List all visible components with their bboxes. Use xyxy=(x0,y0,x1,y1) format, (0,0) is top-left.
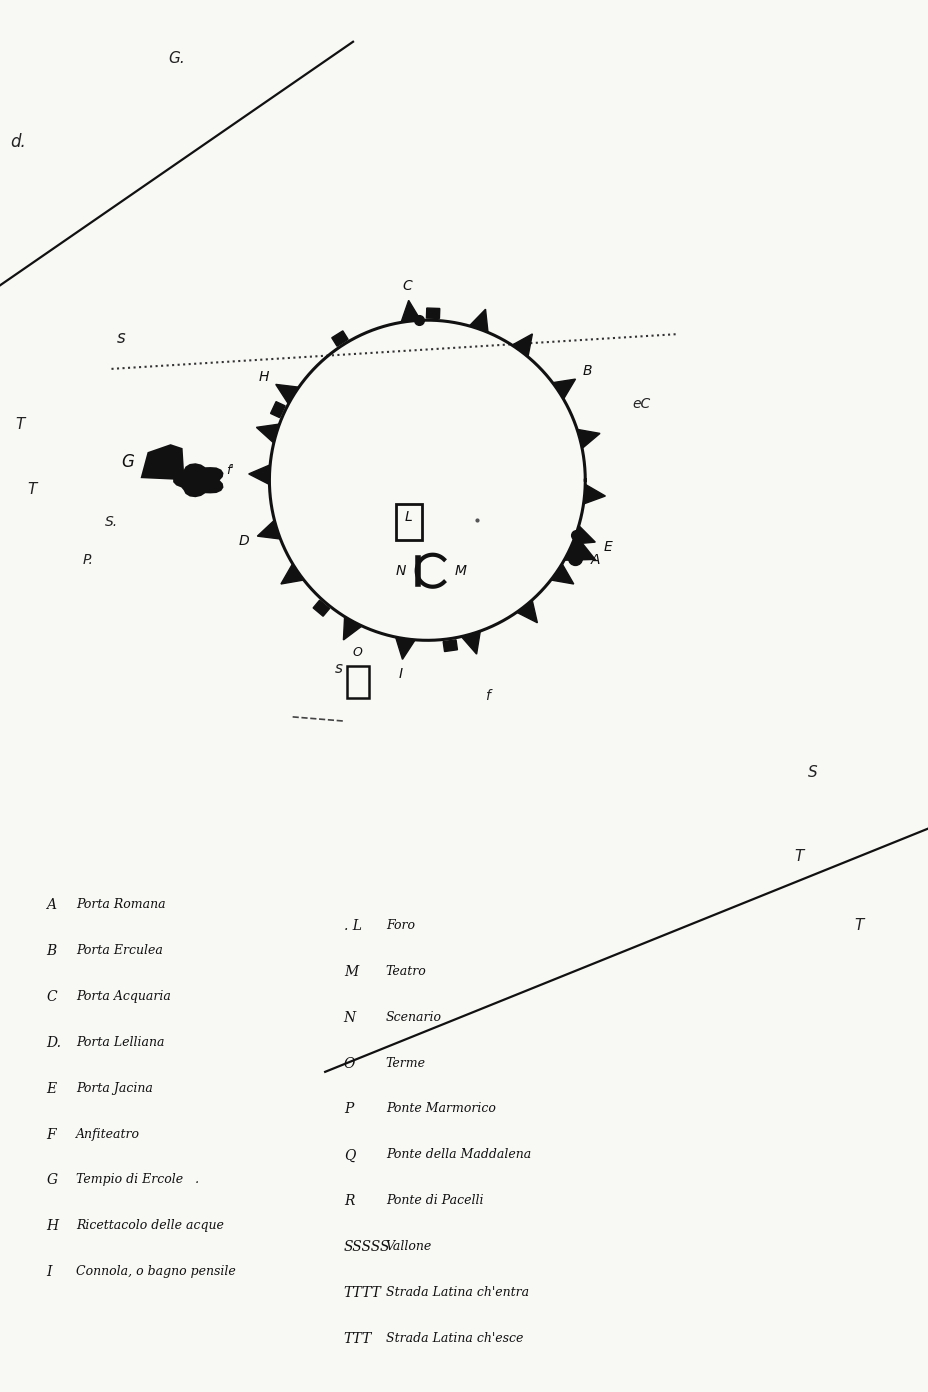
Text: G: G xyxy=(121,454,134,470)
Text: Scenario: Scenario xyxy=(385,1011,441,1023)
Text: P: P xyxy=(343,1102,353,1116)
Text: F: F xyxy=(46,1128,56,1141)
Text: N: N xyxy=(343,1011,355,1025)
Text: B: B xyxy=(46,944,57,958)
Bar xyxy=(395,504,421,540)
Text: TTTT: TTTT xyxy=(343,1286,381,1300)
Text: Strada Latina ch'esce: Strada Latina ch'esce xyxy=(385,1332,522,1345)
Text: N: N xyxy=(395,564,406,578)
Polygon shape xyxy=(249,465,269,484)
Text: S.: S. xyxy=(105,515,118,529)
Text: f: f xyxy=(484,689,490,703)
Polygon shape xyxy=(280,564,303,585)
Polygon shape xyxy=(395,638,415,660)
Text: Tempio di Ercole   .: Tempio di Ercole . xyxy=(76,1173,200,1186)
Text: Foro: Foro xyxy=(385,919,414,931)
Text: Anfiteatro: Anfiteatro xyxy=(76,1128,140,1140)
Text: L: L xyxy=(405,509,412,523)
Text: E: E xyxy=(46,1082,57,1096)
Polygon shape xyxy=(469,309,487,333)
Text: A: A xyxy=(46,898,57,912)
Text: Porta Acquaria: Porta Acquaria xyxy=(76,990,171,1002)
Polygon shape xyxy=(276,384,298,404)
Text: Q: Q xyxy=(343,1148,354,1162)
Text: O: O xyxy=(343,1057,354,1070)
Polygon shape xyxy=(583,484,605,504)
Text: . L: . L xyxy=(343,919,361,933)
Text: P.: P. xyxy=(83,553,94,567)
Text: E: E xyxy=(603,540,612,554)
Text: Vallone: Vallone xyxy=(385,1240,432,1253)
Polygon shape xyxy=(270,402,285,418)
Polygon shape xyxy=(461,632,480,654)
Text: Porta Erculea: Porta Erculea xyxy=(76,944,163,956)
Text: B: B xyxy=(582,365,591,379)
Polygon shape xyxy=(256,425,278,443)
Polygon shape xyxy=(511,334,532,356)
Text: T: T xyxy=(28,483,37,497)
Polygon shape xyxy=(443,640,457,651)
Text: Connola, o bagno pensile: Connola, o bagno pensile xyxy=(76,1265,236,1278)
Text: H: H xyxy=(259,370,269,384)
Text: S: S xyxy=(807,766,817,780)
Text: D.: D. xyxy=(46,1036,61,1050)
Text: D: D xyxy=(238,533,249,547)
Text: Terme: Terme xyxy=(385,1057,425,1069)
Text: Porta Lelliana: Porta Lelliana xyxy=(76,1036,165,1048)
Text: eC: eC xyxy=(631,397,650,411)
Text: Ponte Marmorico: Ponte Marmorico xyxy=(385,1102,495,1115)
Text: T: T xyxy=(854,919,863,933)
Polygon shape xyxy=(564,535,596,561)
Bar xyxy=(346,667,368,697)
Polygon shape xyxy=(576,429,599,448)
Text: Ponte di Pacelli: Ponte di Pacelli xyxy=(385,1194,483,1207)
Text: Porta Romana: Porta Romana xyxy=(76,898,166,910)
Text: Ponte della Maddalena: Ponte della Maddalena xyxy=(385,1148,531,1161)
Polygon shape xyxy=(426,308,439,319)
Text: G: G xyxy=(46,1173,58,1187)
Polygon shape xyxy=(173,464,224,497)
Text: f': f' xyxy=(226,464,233,476)
Text: M: M xyxy=(454,564,466,578)
Text: I: I xyxy=(398,667,402,681)
Polygon shape xyxy=(343,617,361,640)
Text: A: A xyxy=(590,553,600,567)
Text: Teatro: Teatro xyxy=(385,965,426,977)
Text: Ricettacolo delle acque: Ricettacolo delle acque xyxy=(76,1219,224,1232)
Text: M: M xyxy=(343,965,357,979)
Polygon shape xyxy=(331,331,348,347)
Text: H: H xyxy=(46,1219,58,1233)
Text: Porta Jacina: Porta Jacina xyxy=(76,1082,153,1094)
Text: s: s xyxy=(116,330,125,347)
Text: O: O xyxy=(353,646,362,658)
Polygon shape xyxy=(550,564,574,585)
Polygon shape xyxy=(552,379,574,398)
Text: C: C xyxy=(402,278,412,292)
Polygon shape xyxy=(140,444,185,480)
Polygon shape xyxy=(401,301,420,322)
Text: Strada Latina ch'entra: Strada Latina ch'entra xyxy=(385,1286,528,1299)
Text: C: C xyxy=(46,990,57,1004)
Text: T: T xyxy=(793,849,803,863)
Text: R: R xyxy=(343,1194,354,1208)
Polygon shape xyxy=(572,526,595,544)
Text: d.: d. xyxy=(11,134,26,150)
Polygon shape xyxy=(257,521,280,539)
Text: T: T xyxy=(16,418,25,432)
Text: TTT: TTT xyxy=(343,1332,371,1346)
Text: I: I xyxy=(46,1265,52,1279)
Polygon shape xyxy=(313,600,329,617)
Polygon shape xyxy=(516,600,536,622)
Text: s: s xyxy=(335,661,342,675)
Text: G.: G. xyxy=(168,52,185,65)
Text: SSSSS: SSSSS xyxy=(343,1240,390,1254)
